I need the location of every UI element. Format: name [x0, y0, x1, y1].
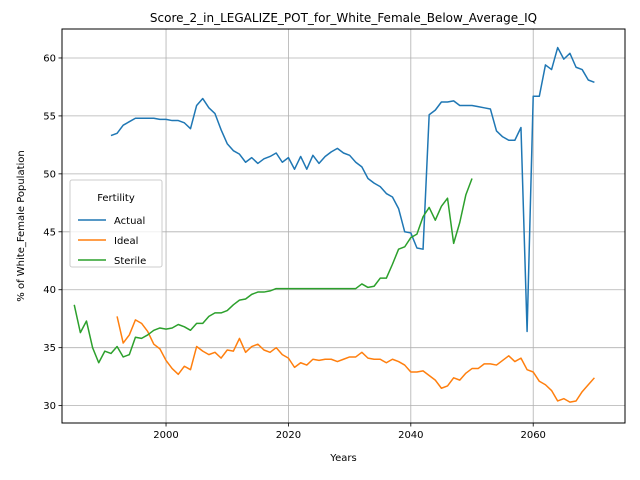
- series-layer: [73, 46, 595, 403]
- x-tick-label: 2060: [520, 430, 545, 441]
- series-line-actual: [110, 46, 595, 333]
- y-tick-label: 40: [43, 285, 56, 296]
- legend-label-actual: Actual: [114, 216, 145, 227]
- y-tick-label: 45: [43, 227, 56, 238]
- x-axis-label: Years: [329, 453, 356, 464]
- x-tick-label: 2020: [276, 430, 301, 441]
- y-tick-label: 35: [43, 343, 56, 354]
- plot-frame: [61, 28, 626, 424]
- legend-items: Actual Ideal Sterile: [78, 216, 146, 267]
- x-tick-label: 2040: [398, 430, 423, 441]
- legend-box: [69, 179, 163, 268]
- x-tick-label: 2000: [153, 430, 178, 441]
- grid: [62, 29, 625, 423]
- axis-ticks: 2000 2020 2040 2060 30 35 40 45 50 55 60: [43, 53, 546, 441]
- legend-label-sterile: Sterile: [114, 256, 146, 267]
- y-tick-label: 50: [43, 169, 56, 180]
- legend: Fertility Actual Ideal Sterile: [69, 179, 163, 268]
- y-tick-label: 60: [43, 53, 56, 64]
- chart-title: Score_2_in_LEGALIZE_POT_for_White_Female…: [150, 11, 537, 25]
- legend-title: Fertility: [97, 193, 135, 204]
- series-line-sterile: [73, 178, 473, 364]
- legend-label-ideal: Ideal: [114, 236, 138, 247]
- y-axis-label: % of White_Female Population: [16, 150, 27, 301]
- series-line-ideal: [116, 316, 595, 403]
- y-tick-label: 30: [43, 401, 56, 412]
- y-tick-label: 55: [43, 111, 56, 122]
